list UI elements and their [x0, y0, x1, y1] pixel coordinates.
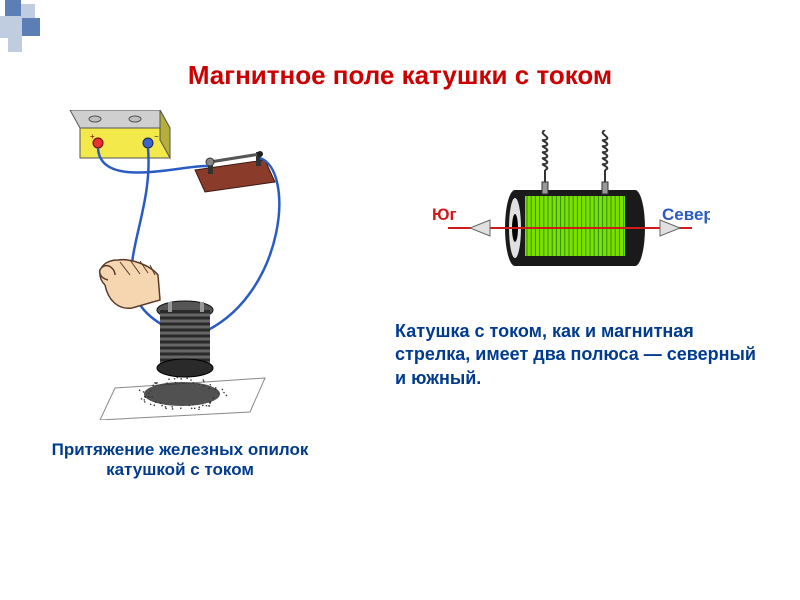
figure1-caption: Притяжение железных опилок катушкой с то…	[30, 440, 330, 480]
svg-text:+: +	[90, 132, 95, 141]
corner-decoration	[0, 0, 80, 55]
figure-iron-filings: +−	[60, 110, 300, 420]
figure-coil-poles: Юг Север	[430, 130, 710, 290]
page-title: Магнитное поле катушки с током	[0, 60, 800, 91]
label-south: Юг	[432, 205, 457, 224]
coil-description: Катушка с током, как и магнитная стрелка…	[395, 320, 765, 390]
label-north: Север	[662, 205, 710, 224]
svg-text:−: −	[154, 132, 159, 141]
